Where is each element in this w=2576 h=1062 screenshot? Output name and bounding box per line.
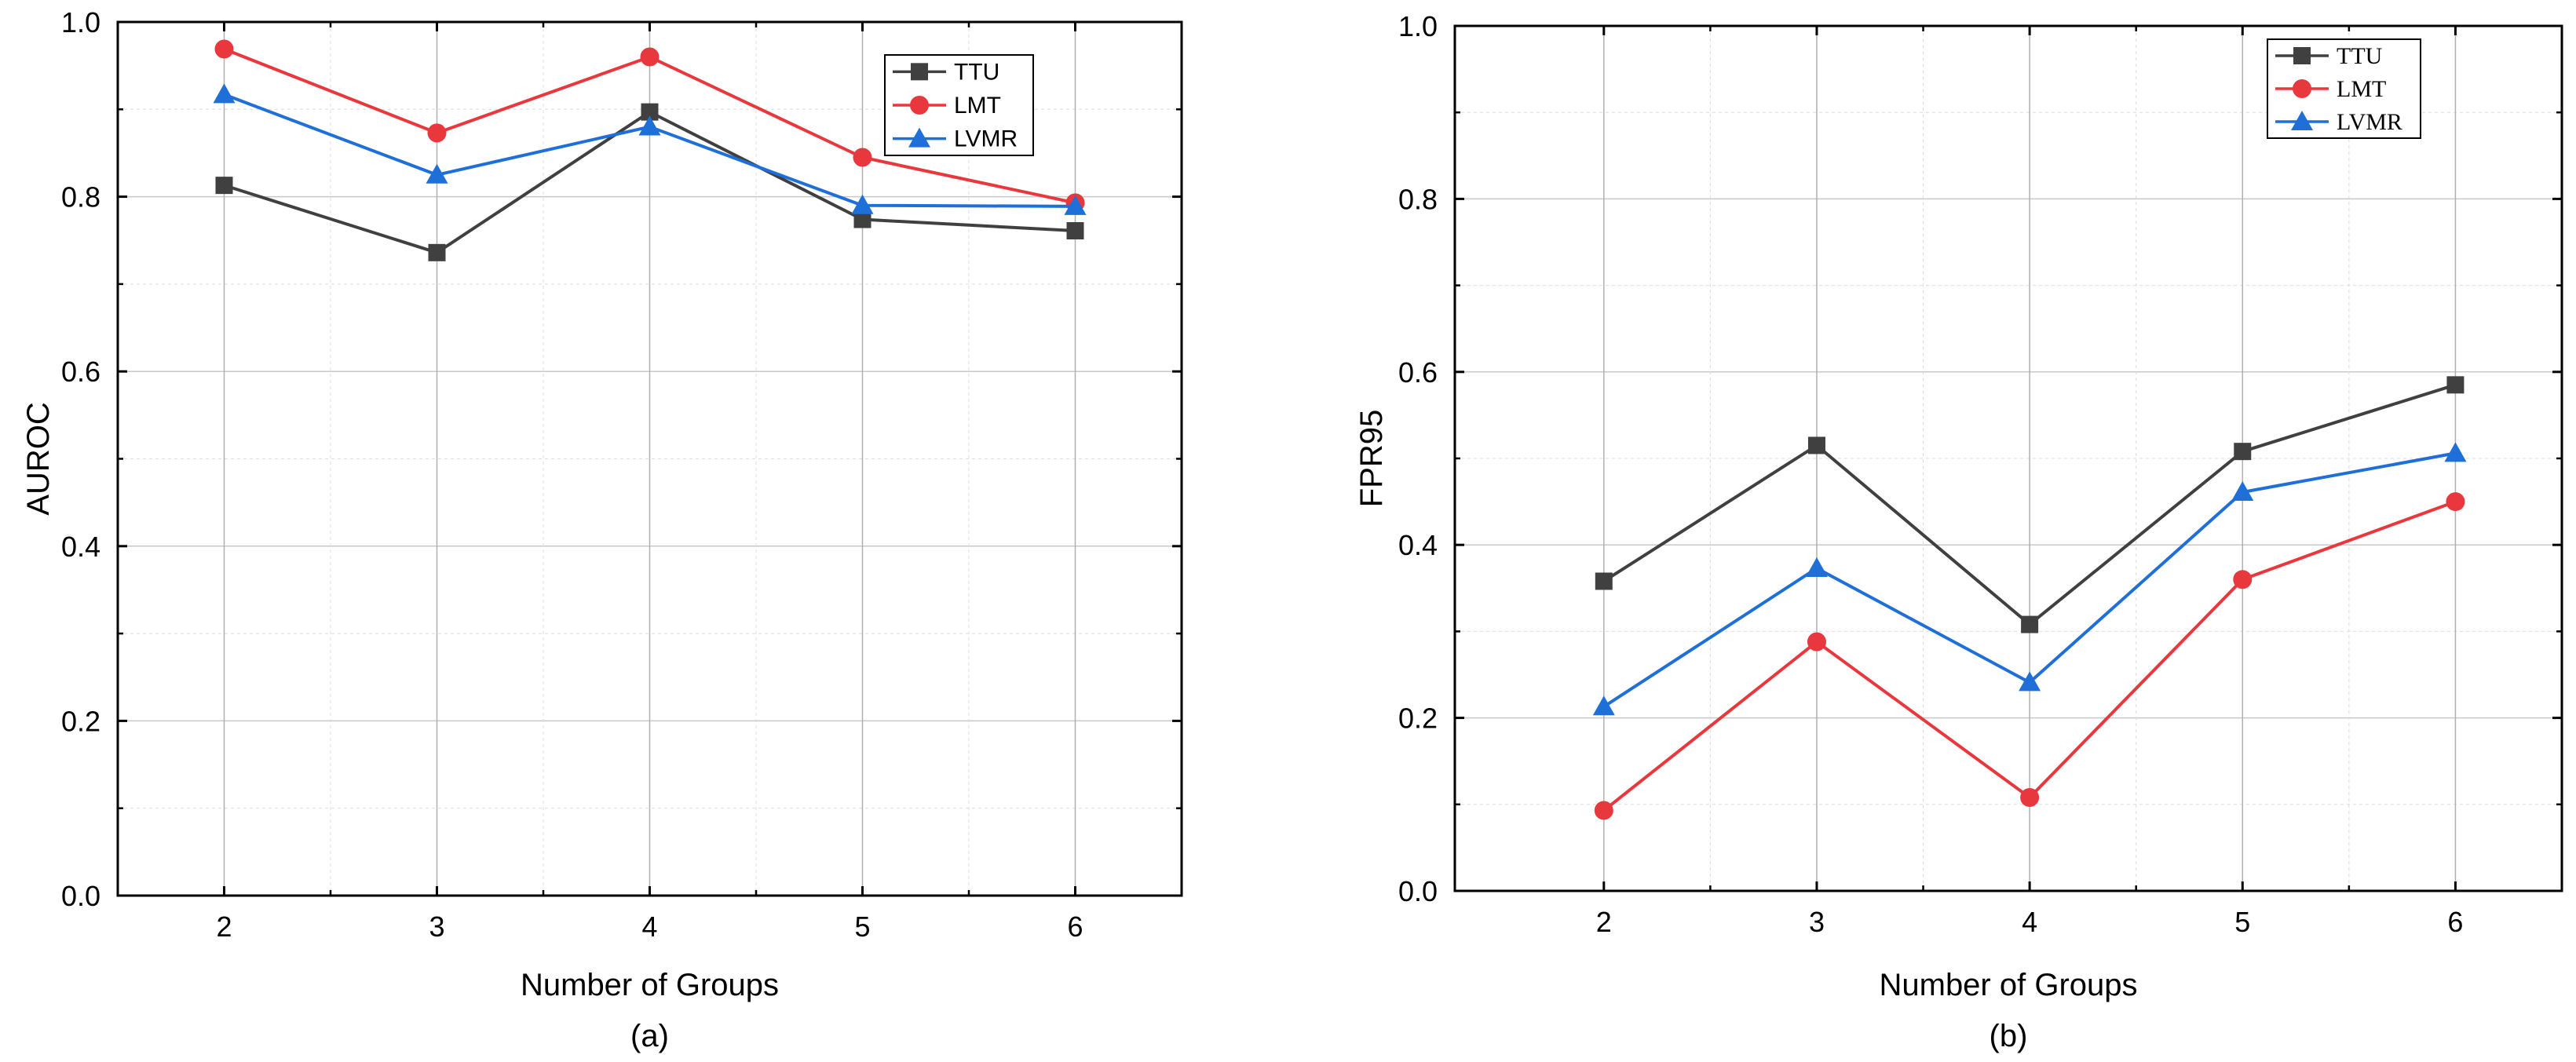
data-point-ttu [2446,376,2465,394]
legend: TTU LMT LVMR [884,54,1034,156]
data-point-lvmr [2231,480,2254,501]
data-point-lmt [214,39,234,59]
axis-ticks [118,20,1182,897]
y-tick-labels: 0.0 0.2 0.4 0.6 0.8 1.0 [61,6,100,912]
data-point-lmt [2233,570,2253,589]
y-axis-title: AUROC [21,402,56,515]
legend-item-lmt: LMT [2275,76,2386,102]
legend-item-ttu: TTU [893,59,999,85]
chart-panel-a: 2 3 4 5 6 0.0 0.2 0.4 0.6 0.8 1.0 Number of Group… [21,6,1183,1053]
y-tick-label: 0.8 [1398,183,1438,215]
data-point-lvmr [638,115,661,136]
legend-label: TTU [954,59,999,85]
series-lmt [1594,492,2465,820]
data-point-ttu [853,210,871,228]
data-point-ttu [215,177,233,195]
legend-label: LVMR [2337,109,2402,135]
y-tick-label: 0.0 [1398,875,1438,907]
x-tick-label: 4 [641,911,657,943]
y-tick-labels: 0.0 0.2 0.4 0.6 0.8 1.0 [1398,10,1438,907]
legend-item-lvmr: LVMR [2275,109,2402,135]
data-point-lvmr [851,194,874,214]
y-tick-label: 0.8 [61,181,100,213]
data-point-ttu [1595,572,1613,590]
y-tick-label: 1.0 [61,6,100,38]
gridlines [118,21,1182,896]
y-tick-label: 0.6 [1398,356,1438,389]
data-point-lvmr [213,83,236,104]
x-tick-labels: 2 3 4 5 6 [216,911,1083,943]
data-point-lmt [1594,801,1613,820]
series-group [213,39,1087,261]
data-point-lmt [2446,492,2465,512]
y-tick-label: 1.0 [1398,10,1438,42]
legend-marker [908,127,930,148]
y-tick-label: 0.2 [61,705,100,737]
data-point-ttu [2234,443,2252,461]
data-point-lvmr [2019,671,2041,692]
panel-caption: (b) [1990,1019,2028,1053]
series-lvmr [213,83,1087,215]
x-tick-labels: 2 3 4 5 6 [1596,906,2464,938]
x-tick-label: 5 [854,911,870,943]
series-lvmr [1592,442,2467,716]
data-point-lvmr [2444,442,2467,462]
panel-caption: (a) [630,1019,669,1053]
legend-label: LVMR [954,126,1018,152]
y-axis-title: FPR95 [1354,410,1389,508]
y-tick-label: 0.6 [61,356,100,388]
data-point-lmt [640,47,660,67]
legend-marker [2291,111,2313,130]
legend-label: LMT [954,93,1001,119]
x-tick-label: 2 [216,911,232,943]
series-ttu [1595,376,2465,633]
data-point-ttu [1066,222,1084,240]
legend-label: LMT [2337,76,2386,102]
legend-label: TTU [2337,43,2383,69]
series-lmt [214,39,1085,213]
x-axis-title: Number of Groups [521,968,779,1002]
data-point-ttu [641,103,659,121]
x-tick-label: 4 [2022,906,2037,938]
x-tick-label: 2 [1596,906,1612,938]
x-tick-label: 3 [1809,906,1825,938]
x-tick-label: 6 [1067,911,1083,943]
data-point-lmt [427,123,447,143]
y-tick-label: 0.4 [61,531,100,563]
y-tick-label: 0.2 [1398,703,1438,735]
legend-item-ttu: TTU [2275,43,2383,69]
legend-marker [911,63,928,81]
data-point-lmt [853,148,872,167]
data-point-lmt [1807,632,1826,651]
legend-marker [2293,47,2311,64]
legend-marker [910,96,929,115]
data-point-ttu [2021,615,2039,633]
series-group [1592,376,2467,820]
x-tick-label: 3 [429,911,444,943]
data-point-lvmr [426,163,448,184]
data-point-lvmr [1592,695,1615,716]
data-point-ttu [1807,436,1825,454]
series-ttu [215,103,1084,261]
x-axis-title: Number of Groups [1879,968,2137,1002]
x-tick-label: 6 [2447,906,2463,938]
axis-ticks [1455,24,2562,892]
x-tick-label: 5 [2234,906,2250,938]
chart-panel-b: 2 3 4 5 6 0.0 0.2 0.4 0.6 0.8 1.0 Number of Group… [1354,10,2563,1053]
legend-item-lmt: LMT [893,93,1001,119]
data-point-lvmr [1064,195,1087,215]
y-tick-label: 0.0 [61,880,100,912]
legend-item-lvmr: LVMR [893,126,1018,152]
legend: TTU LMT LVMR [2267,38,2421,139]
data-point-lvmr [1805,557,1828,577]
y-tick-label: 0.4 [1398,529,1438,561]
legend-marker [2293,79,2311,98]
data-point-lmt [2020,787,2040,807]
data-point-ttu [428,243,446,261]
